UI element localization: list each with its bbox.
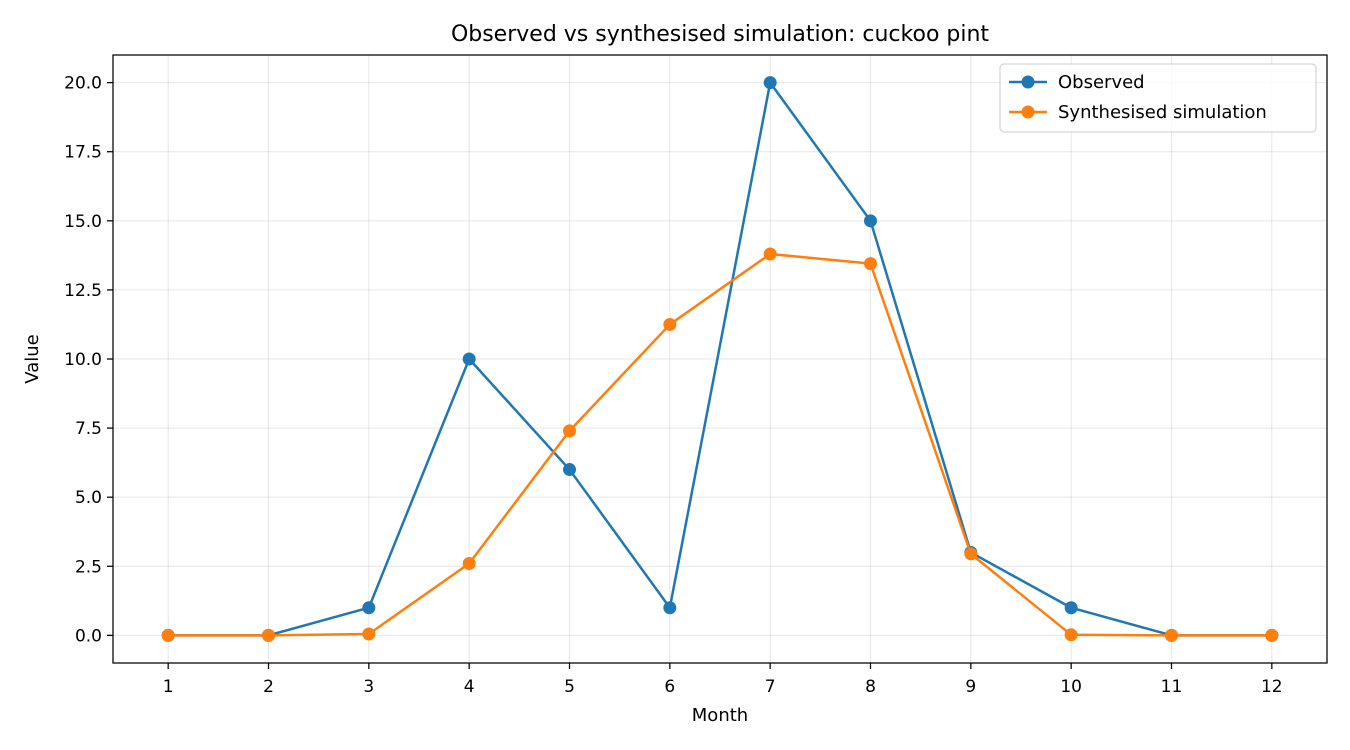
y-tick-label: 12.5 (64, 281, 102, 301)
y-tick-label: 15.0 (64, 212, 102, 232)
data-point (563, 463, 577, 477)
series-line (168, 252, 1272, 637)
data-point (964, 547, 978, 561)
x-tick-label: 1 (163, 677, 174, 697)
y-tick-label: 10.0 (64, 350, 102, 370)
series-line (168, 81, 1272, 637)
x-tick-label: 3 (363, 677, 374, 697)
data-point (1064, 628, 1078, 642)
data-point (563, 424, 577, 438)
legend-entry: Synthesised simulation (1009, 102, 1267, 123)
y-tick-label: 20.0 (64, 74, 102, 94)
x-tick-label: 2 (263, 677, 274, 697)
x-tick-label: 10 (1060, 677, 1082, 697)
legend: Observed Synthesised simulation (999, 63, 1317, 133)
y-tick-label: 17.5 (64, 143, 102, 163)
x-tick-label: 7 (765, 677, 776, 697)
data-point (262, 628, 276, 642)
data-point (462, 557, 476, 571)
legend-marker (1021, 75, 1035, 89)
data-point (1064, 601, 1078, 615)
y-tick-label: 7.5 (75, 419, 102, 439)
data-point (663, 317, 677, 331)
x-axis-label: Month (692, 705, 748, 726)
legend-marker (1021, 105, 1035, 119)
legend-label: Observed (1058, 72, 1145, 93)
x-tick-label: 8 (865, 677, 876, 697)
chart-title: Observed vs synthesised simulation: cuck… (451, 22, 989, 47)
data-point (863, 257, 877, 271)
data-point (462, 352, 476, 366)
x-tick-label: 12 (1261, 677, 1283, 697)
y-tick-label: 2.5 (75, 557, 102, 577)
data-point (1164, 628, 1178, 642)
legend-entry: Observed (1009, 72, 1145, 93)
series-synthesised-simulation (161, 247, 1279, 642)
axis-ticks: 1 2 3 4 5 6 7 8 9 10 11 120.02.55.07.510.012.515.01… (64, 74, 1282, 697)
data-point (663, 601, 677, 615)
legend-label: Synthesised simulation (1058, 102, 1267, 123)
data-point (161, 628, 175, 642)
data-point (362, 627, 376, 641)
data-point (763, 76, 777, 90)
data-point (763, 247, 777, 261)
data-point (863, 214, 877, 228)
grid-lines (113, 55, 1327, 663)
y-axis-label: Value (22, 334, 43, 383)
data-point (1265, 628, 1279, 642)
legend-box (999, 63, 1317, 133)
y-tick-label: 5.0 (75, 488, 102, 508)
x-tick-label: 11 (1161, 677, 1183, 697)
x-tick-label: 9 (965, 677, 976, 697)
x-tick-label: 5 (564, 677, 575, 697)
data-point (362, 601, 376, 615)
y-tick-label: 0.0 (75, 626, 102, 646)
series-layer (161, 76, 1279, 642)
x-tick-label: 6 (664, 677, 675, 697)
x-tick-label: 4 (464, 677, 475, 697)
